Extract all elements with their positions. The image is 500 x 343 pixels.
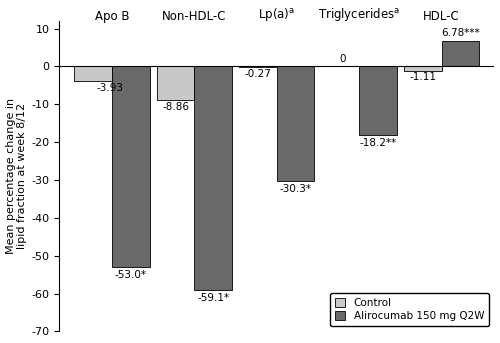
Text: 6.78***: 6.78***	[441, 28, 480, 38]
Bar	[74, 67, 112, 81]
Text: Triglycerides$^{\mathregular{a}}$: Triglycerides$^{\mathregular{a}}$	[318, 6, 400, 23]
Text: -3.93: -3.93	[97, 83, 124, 93]
Legend: Control, Alirocumab 150 mg Q2W: Control, Alirocumab 150 mg Q2W	[330, 293, 489, 326]
Text: Apo B: Apo B	[95, 10, 130, 23]
Text: Non-HDL-C: Non-HDL-C	[162, 10, 226, 23]
Bar	[112, 67, 150, 267]
Text: Lp(a)$^{\mathregular{a}}$: Lp(a)$^{\mathregular{a}}$	[258, 6, 296, 23]
Bar	[359, 67, 397, 135]
Text: -0.27: -0.27	[244, 69, 272, 79]
Text: -8.86: -8.86	[162, 102, 189, 112]
Text: HDL-C: HDL-C	[423, 10, 460, 23]
Text: -30.3*: -30.3*	[280, 184, 312, 194]
Bar	[194, 67, 232, 290]
Text: 0: 0	[340, 55, 346, 64]
Text: -18.2**: -18.2**	[360, 138, 397, 148]
Bar	[277, 67, 314, 181]
Bar	[442, 41, 479, 67]
Text: -1.11: -1.11	[409, 72, 436, 82]
Y-axis label: Mean percentage change in
lipid fraction at week 8/12: Mean percentage change in lipid fraction…	[6, 98, 27, 254]
Text: -53.0*: -53.0*	[115, 270, 147, 280]
Bar	[404, 67, 442, 71]
Bar	[157, 67, 194, 100]
Bar	[239, 67, 277, 68]
Text: -59.1*: -59.1*	[197, 293, 230, 303]
